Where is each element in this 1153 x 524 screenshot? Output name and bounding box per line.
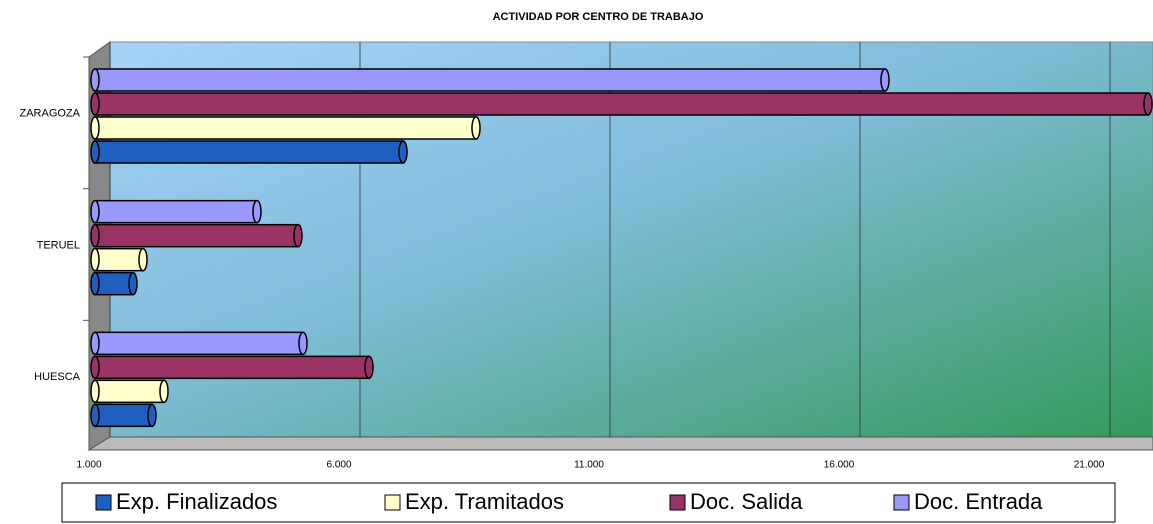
bar: [94, 355, 370, 380]
bar: [94, 116, 477, 140]
legend-swatch: [95, 494, 112, 511]
legend-label: Exp. Finalizados: [116, 489, 277, 514]
bar: [94, 140, 404, 164]
bar: [94, 331, 304, 356]
bar-cap: [147, 403, 157, 428]
y-tick-label: TERUEL: [37, 239, 80, 251]
bar-cap: [90, 199, 100, 224]
bar-cap: [293, 223, 303, 248]
legend-swatch: [893, 494, 910, 511]
bar-cap: [90, 140, 100, 164]
bar: [94, 68, 886, 92]
bar-cap: [128, 271, 138, 296]
bar-cap: [398, 140, 408, 164]
bar-cap: [298, 331, 308, 356]
y-tick-label: ZARAGOZA: [19, 108, 80, 120]
bar-cap: [1143, 92, 1153, 116]
legend-swatch: [669, 494, 686, 511]
bar-cap: [90, 403, 100, 428]
bar-cap: [159, 379, 169, 404]
x-tick-label: 1.000: [76, 460, 101, 471]
y-tick-label: HUESCA: [34, 371, 81, 383]
x-tick-label: 11.000: [574, 460, 604, 471]
bar: [94, 199, 258, 224]
x-tick-label: 6.000: [326, 460, 351, 471]
bar-cap: [90, 379, 100, 404]
bar-cap: [90, 68, 100, 92]
floor: [87, 436, 1153, 451]
bar-cap: [364, 355, 374, 380]
bar-cap: [90, 223, 100, 248]
bar: [94, 403, 153, 428]
legend-label: Doc. Entrada: [914, 489, 1043, 514]
bar-cap: [471, 116, 481, 140]
bar: [94, 223, 299, 248]
legend: [61, 482, 1116, 523]
bar-cap: [252, 199, 262, 224]
legend-label: Exp. Tramitados: [405, 489, 564, 514]
bar-cap: [880, 68, 890, 92]
bar: [94, 92, 1149, 116]
bar-cap: [90, 247, 100, 272]
bar: [94, 271, 134, 296]
x-tick-label: 16.000: [824, 460, 855, 471]
bar-cap: [90, 331, 100, 356]
chart-title: ACTIVIDAD POR CENTRO DE TRABAJO: [493, 11, 704, 23]
bar-cap: [90, 92, 100, 116]
bar-cap: [90, 116, 100, 140]
legend-swatch: [384, 494, 401, 511]
x-tick-label: 21.000: [1074, 460, 1105, 471]
bar: [94, 379, 165, 404]
bar-cap: [90, 355, 100, 380]
bar-cap: [90, 271, 100, 296]
bar: [94, 247, 144, 272]
bar-cap: [138, 247, 148, 272]
legend-label: Doc. Salida: [690, 489, 803, 514]
